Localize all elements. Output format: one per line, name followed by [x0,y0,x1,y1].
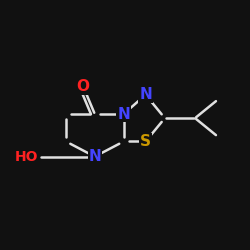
Text: HO: HO [15,150,38,164]
Text: N: N [88,149,101,164]
Text: S: S [140,134,151,149]
Text: O: O [76,79,89,94]
Text: N: N [139,87,152,102]
Text: N: N [117,106,130,122]
